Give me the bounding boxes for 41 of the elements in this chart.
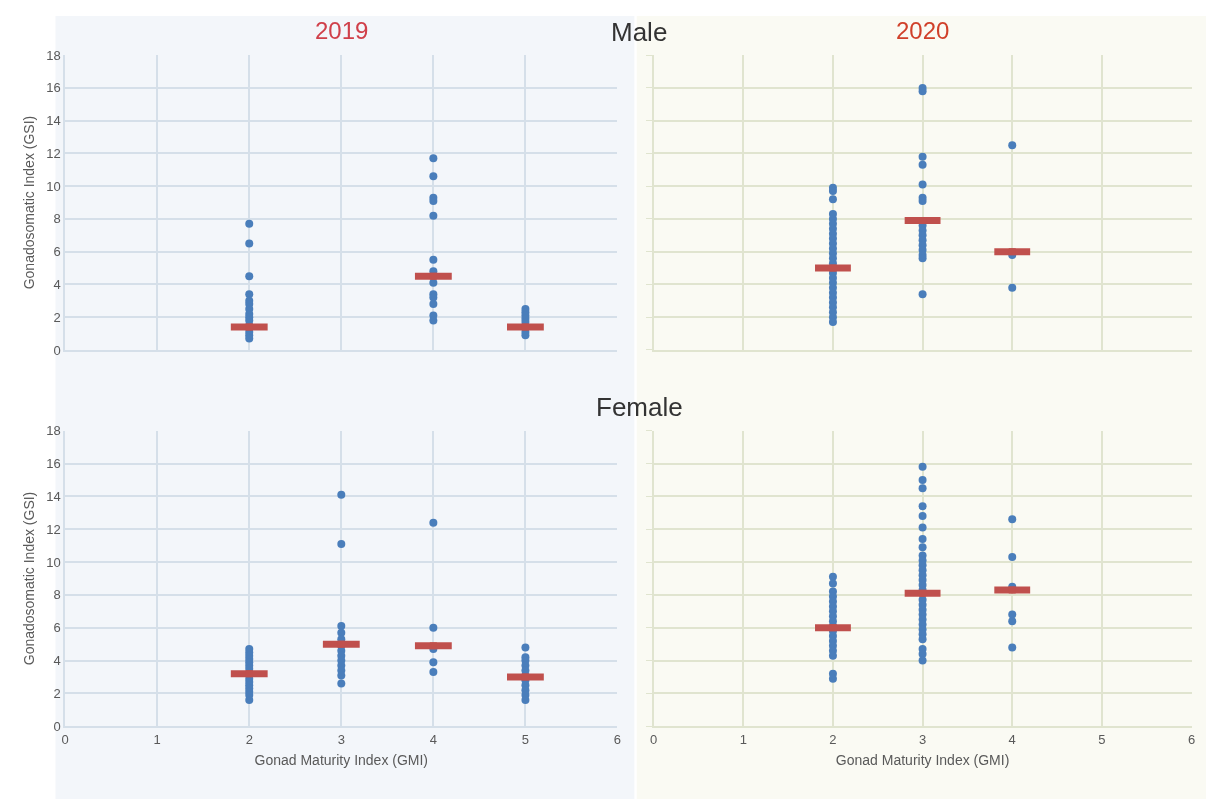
x-axis-title: Gonad Maturity Index (GMI) <box>835 752 1010 769</box>
y-tick-label: 2 <box>53 309 61 325</box>
y-tick-label: 8 <box>53 211 61 227</box>
y-tick-label: 0 <box>53 718 61 734</box>
x-tick-label: 5 <box>1098 731 1106 747</box>
x-axis-title: Gonad Maturity Index (GMI) <box>254 752 429 769</box>
chart-title: 2019 <box>315 17 369 44</box>
y-tick-label: 2 <box>53 685 61 701</box>
y-tick-label: 14 <box>46 488 61 504</box>
x-tick-label: 0 <box>650 731 658 747</box>
x-tick-label: 2 <box>245 731 253 747</box>
chart-title: 2020 <box>896 17 950 44</box>
y-axis-title: Gonadosomatic Index (GSI) <box>21 115 38 290</box>
y-tick-label: 6 <box>53 244 61 260</box>
y-tick-label: 10 <box>46 554 61 570</box>
text: Male <box>611 17 668 47</box>
y-tick-label: 4 <box>53 276 61 292</box>
x-tick-label: 1 <box>739 731 747 747</box>
y-tick-label: 12 <box>46 145 61 161</box>
x-tick-label: 3 <box>337 731 345 747</box>
x-tick-label: 3 <box>918 731 927 747</box>
x-tick-label: 6 <box>1187 731 1196 747</box>
x-tick-label: 4 <box>1008 731 1016 747</box>
y-tick-label: 10 <box>46 178 61 194</box>
y-tick-label: 16 <box>46 456 61 472</box>
y-tick-label: 16 <box>46 80 61 96</box>
y-tick-label: 12 <box>46 521 61 537</box>
x-tick-label: 6 <box>613 731 622 747</box>
y-tick-label: 18 <box>46 423 61 439</box>
y-tick-label: 4 <box>53 653 61 669</box>
x-tick-label: 1 <box>153 731 161 747</box>
y-tick-label: 8 <box>53 587 61 603</box>
y-tick-label: 0 <box>53 342 61 358</box>
y-tick-label: 14 <box>46 113 61 129</box>
x-tick-label: 5 <box>521 731 530 747</box>
x-tick-label: 2 <box>829 731 837 747</box>
y-axis-title: Gonadosomatic Index (GSI) <box>21 491 38 666</box>
x-tick-label: 4 <box>429 731 437 747</box>
y-tick-label: 6 <box>53 620 61 636</box>
text: Female <box>596 392 683 422</box>
y-tick-label: 18 <box>46 47 61 63</box>
